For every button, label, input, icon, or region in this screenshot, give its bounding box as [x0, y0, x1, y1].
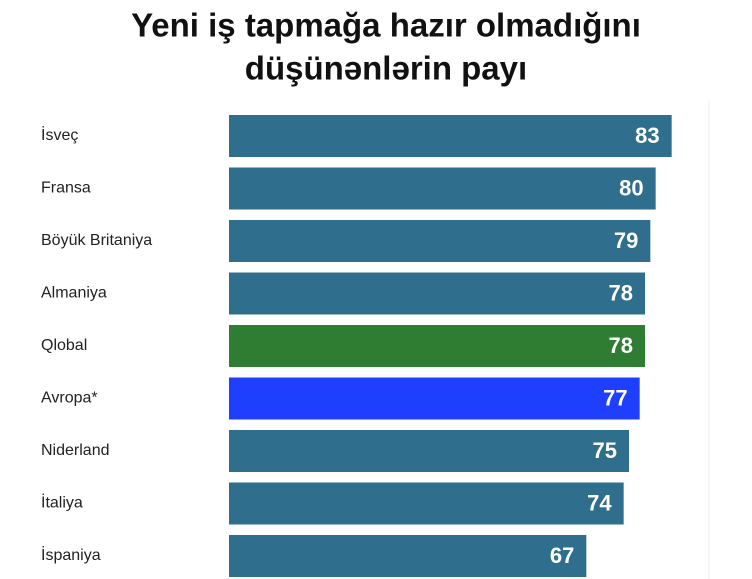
bar — [229, 115, 672, 157]
bar — [229, 377, 640, 420]
value-label: 83 — [635, 123, 659, 148]
category-label: Fransa — [41, 180, 91, 197]
value-label: 78 — [609, 280, 633, 305]
value-label: 67 — [550, 543, 574, 568]
bar — [229, 482, 624, 525]
value-label: 80 — [619, 175, 643, 200]
value-label: 74 — [587, 490, 612, 515]
value-label: 77 — [603, 385, 627, 410]
category-label: Avropa* — [41, 390, 98, 407]
category-label: İsveç — [41, 125, 78, 144]
bar — [229, 272, 645, 315]
value-label: 75 — [593, 438, 617, 463]
bar — [229, 430, 629, 472]
chart-title: Yeni iş tapmağa hazır olmadığını — [131, 7, 641, 44]
bar — [229, 535, 587, 577]
value-label: 78 — [609, 333, 633, 358]
category-label: Qlobal — [41, 337, 87, 354]
chart-title: düşünənlərin payı — [245, 50, 527, 87]
category-label: İtaliya — [41, 493, 83, 512]
category-label: Böyük Britaniya — [41, 232, 152, 249]
category-label: Niderland — [41, 442, 109, 459]
bar — [229, 220, 651, 262]
category-label: Almaniya — [41, 285, 107, 302]
category-label: İspaniya — [41, 545, 101, 564]
bar — [229, 325, 645, 367]
value-label: 79 — [614, 228, 638, 253]
bar — [229, 167, 656, 210]
